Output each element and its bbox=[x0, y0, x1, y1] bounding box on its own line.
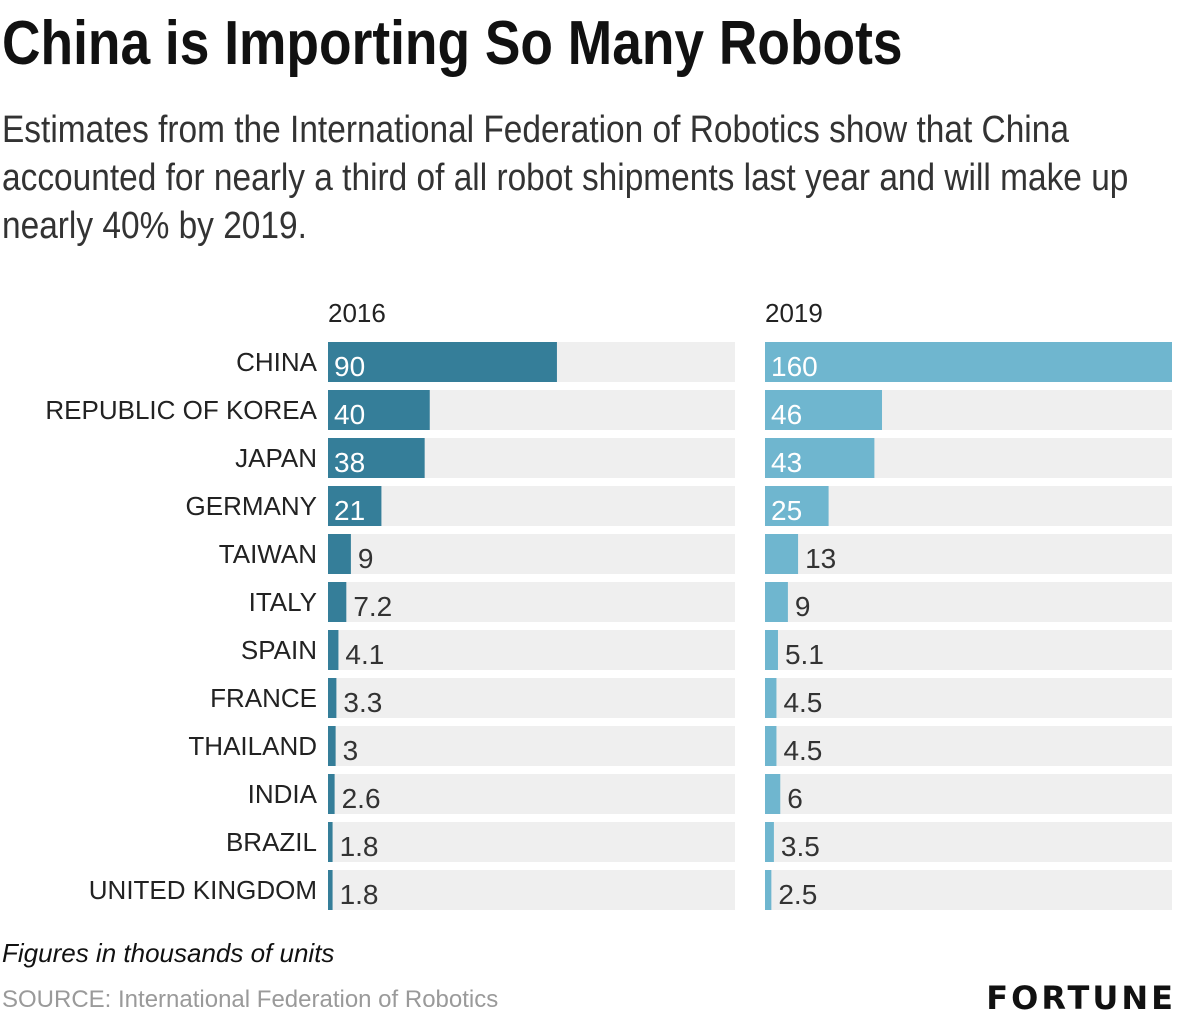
category-label: GERMANY bbox=[186, 491, 317, 521]
value-label: 7.2 bbox=[353, 591, 392, 622]
value-label: 38 bbox=[334, 447, 365, 478]
bar-2016 bbox=[328, 678, 337, 718]
bar-2016 bbox=[328, 486, 382, 526]
category-label: BRAZIL bbox=[226, 827, 317, 857]
bar-2016 bbox=[328, 438, 425, 478]
source-note: SOURCE: International Federation of Robo… bbox=[2, 986, 499, 1013]
category-label: CHINA bbox=[236, 347, 318, 377]
bar-2019 bbox=[765, 630, 778, 670]
value-label: 1.8 bbox=[340, 879, 379, 910]
bar-2016 bbox=[328, 582, 347, 622]
category-label: SPAIN bbox=[241, 635, 317, 665]
bar-track bbox=[765, 870, 1172, 910]
bar-2016 bbox=[328, 630, 339, 670]
series-header-2016: 2016 bbox=[328, 298, 386, 328]
units-note: Figures in thousands of units bbox=[2, 938, 335, 968]
bar-track bbox=[328, 774, 735, 814]
value-label: 1.8 bbox=[340, 831, 379, 862]
bar-track bbox=[328, 630, 735, 670]
bar-track bbox=[328, 486, 735, 526]
bar-track bbox=[765, 774, 1172, 814]
bar-2016 bbox=[328, 822, 333, 862]
bar-2019 bbox=[765, 582, 788, 622]
value-label: 25 bbox=[771, 495, 802, 526]
bar-2016 bbox=[328, 774, 335, 814]
value-label: 46 bbox=[771, 399, 802, 430]
value-label: 43 bbox=[771, 447, 802, 478]
bar-chart: CHINA REPUBLIC OF KOREA JAPAN GERMANY TAIWAN… bbox=[45, 298, 1172, 910]
category-label: ITALY bbox=[249, 587, 317, 617]
category-label: INDIA bbox=[248, 779, 318, 809]
fortune-logo: FORTUNE bbox=[986, 979, 1176, 1017]
bar-track bbox=[328, 534, 735, 574]
bar-track bbox=[765, 486, 1172, 526]
bar-track bbox=[328, 870, 735, 910]
bar-track bbox=[328, 582, 735, 622]
category-label: FRANCE bbox=[210, 683, 317, 713]
category-label: UNITED KINGDOM bbox=[89, 875, 317, 905]
value-label: 4.5 bbox=[783, 687, 822, 718]
bar-2016 bbox=[328, 534, 351, 574]
category-label: JAPAN bbox=[235, 443, 317, 473]
bar-2019 bbox=[765, 726, 777, 766]
bar-2019 bbox=[765, 390, 883, 430]
value-label: 160 bbox=[771, 351, 818, 382]
bar-2019 bbox=[765, 534, 799, 574]
category-label: TAIWAN bbox=[219, 539, 317, 569]
value-label: 3.3 bbox=[343, 687, 382, 718]
bar-2019 bbox=[765, 678, 777, 718]
bar-track bbox=[765, 822, 1172, 862]
value-label: 4.5 bbox=[783, 735, 822, 766]
bar-2016 bbox=[328, 726, 336, 766]
bar-track bbox=[765, 678, 1172, 718]
value-label: 2.5 bbox=[778, 879, 817, 910]
value-label: 4.1 bbox=[345, 639, 384, 670]
bar-track bbox=[765, 582, 1172, 622]
bar-2016 bbox=[328, 342, 557, 382]
bar-2019 bbox=[765, 342, 1172, 382]
bar-track bbox=[765, 630, 1172, 670]
bar-track bbox=[765, 726, 1172, 766]
category-label: REPUBLIC OF KOREA bbox=[45, 395, 317, 425]
value-label: 9 bbox=[358, 543, 374, 574]
category-label: THAILAND bbox=[188, 731, 317, 761]
bar-2019 bbox=[765, 774, 781, 814]
chart-subtitle: Estimates from the International Federat… bbox=[2, 109, 1129, 247]
value-label: 9 bbox=[795, 591, 811, 622]
value-label: 40 bbox=[334, 399, 365, 430]
value-label: 2.6 bbox=[342, 783, 381, 814]
value-label: 3.5 bbox=[781, 831, 820, 862]
bar-2016 bbox=[328, 390, 430, 430]
value-label: 90 bbox=[334, 351, 365, 382]
bar-2019 bbox=[765, 870, 772, 910]
bar-2016 bbox=[328, 870, 333, 910]
value-label: 6 bbox=[787, 783, 803, 814]
bar-2019 bbox=[765, 438, 875, 478]
bar-track bbox=[328, 726, 735, 766]
series-header-2019: 2019 bbox=[765, 298, 823, 328]
value-label: 13 bbox=[805, 543, 836, 574]
bar-track bbox=[328, 822, 735, 862]
bar-track bbox=[328, 678, 735, 718]
bar-track bbox=[765, 534, 1172, 574]
bar-2019 bbox=[765, 822, 774, 862]
value-label: 5.1 bbox=[785, 639, 824, 670]
bar-2019 bbox=[765, 486, 829, 526]
chart-title: China is Importing So Many Robots bbox=[2, 9, 903, 78]
value-label: 21 bbox=[334, 495, 365, 526]
value-label: 3 bbox=[343, 735, 359, 766]
